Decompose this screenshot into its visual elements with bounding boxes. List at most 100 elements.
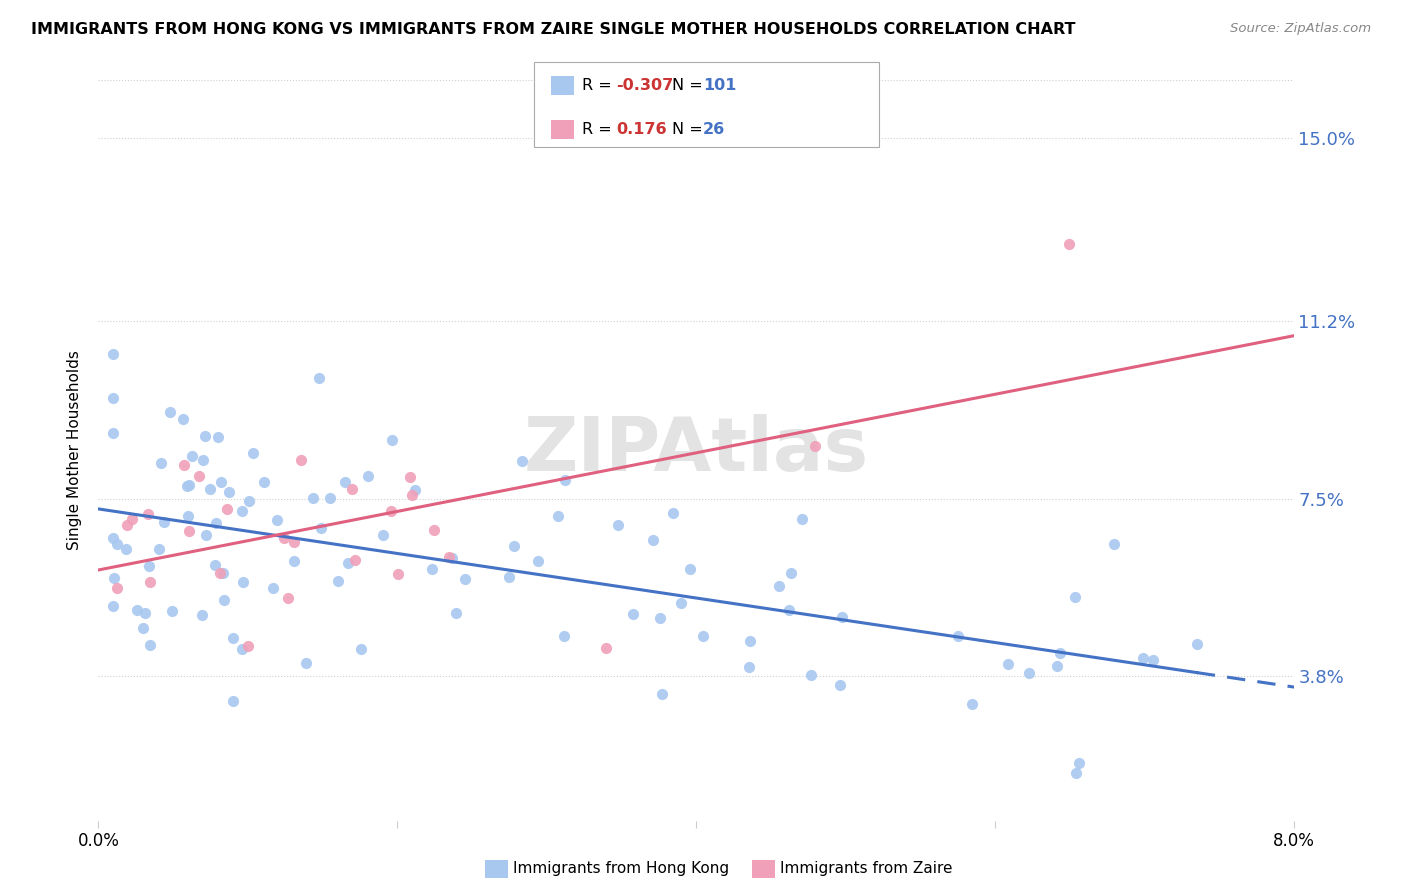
Point <box>692 629 714 643</box>
Point <box>512 454 534 468</box>
Point <box>333 475 356 489</box>
Point <box>160 604 183 618</box>
Point <box>527 554 550 568</box>
Point <box>176 478 198 492</box>
Point <box>669 596 692 610</box>
Point <box>398 470 420 484</box>
Point <box>437 550 460 565</box>
Point <box>422 523 444 537</box>
Text: ZIPAtlas: ZIPAtlas <box>523 414 869 487</box>
Point <box>337 556 360 570</box>
Point <box>308 371 330 385</box>
Point <box>607 517 630 532</box>
Point <box>440 550 463 565</box>
Point <box>266 513 288 527</box>
Point <box>554 474 576 488</box>
Point <box>138 507 160 521</box>
Point <box>1142 652 1164 666</box>
Point <box>177 477 200 491</box>
Point <box>804 439 827 453</box>
Point <box>401 488 423 502</box>
Point <box>194 428 217 442</box>
Point <box>1185 637 1208 651</box>
Point <box>117 518 139 533</box>
Point <box>132 621 155 635</box>
Point <box>200 482 222 496</box>
Point <box>290 452 312 467</box>
Point <box>547 508 569 523</box>
Point <box>502 539 524 553</box>
Point <box>105 537 128 551</box>
Point <box>231 642 253 657</box>
Point <box>222 694 245 708</box>
Point <box>232 575 254 590</box>
Point <box>207 430 229 444</box>
Point <box>139 638 162 652</box>
Point <box>1102 536 1125 550</box>
Point <box>139 574 162 589</box>
Point <box>454 572 477 586</box>
Point <box>148 541 170 556</box>
Point <box>252 475 274 489</box>
Point <box>204 558 226 573</box>
Point <box>262 581 284 595</box>
Point <box>159 405 181 419</box>
Point <box>498 570 520 584</box>
Point <box>780 566 803 580</box>
Point <box>209 566 232 581</box>
Point <box>242 446 264 460</box>
Point <box>222 631 245 645</box>
Point <box>1132 650 1154 665</box>
Point <box>150 456 173 470</box>
Point <box>277 591 299 606</box>
Point <box>387 566 409 581</box>
Point <box>420 561 443 575</box>
Point <box>103 599 125 613</box>
Point <box>371 527 394 541</box>
Point <box>1064 765 1087 780</box>
Point <box>115 541 138 556</box>
Point <box>1046 658 1069 673</box>
Point <box>215 502 238 516</box>
Point <box>651 687 673 701</box>
Point <box>828 678 851 692</box>
Point <box>218 485 240 500</box>
Point <box>283 554 305 568</box>
Point <box>195 528 218 542</box>
Point <box>641 533 664 548</box>
Point <box>340 482 363 496</box>
Point <box>173 458 195 472</box>
Text: Source: ZipAtlas.com: Source: ZipAtlas.com <box>1230 22 1371 36</box>
Point <box>553 629 575 643</box>
Point <box>295 657 318 671</box>
Text: Immigrants from Zaire: Immigrants from Zaire <box>780 862 953 876</box>
Point <box>778 603 800 617</box>
Point <box>125 602 148 616</box>
Point <box>302 491 325 505</box>
Point <box>153 515 176 529</box>
Point <box>381 433 404 447</box>
Point <box>1067 756 1090 770</box>
Point <box>679 561 702 575</box>
Point <box>191 607 214 622</box>
Point <box>621 607 644 621</box>
Point <box>1064 590 1087 604</box>
Point <box>238 494 260 508</box>
Point <box>121 511 143 525</box>
Point <box>648 611 671 625</box>
Point <box>179 524 201 538</box>
Point <box>187 469 209 483</box>
Point <box>1049 646 1071 660</box>
Point <box>231 504 253 518</box>
Y-axis label: Single Mother Households: Single Mother Households <box>67 351 83 550</box>
Text: N =: N = <box>672 122 709 136</box>
Point <box>380 504 402 518</box>
Text: R =: R = <box>582 78 617 93</box>
Point <box>344 553 367 567</box>
Point <box>357 469 380 483</box>
Text: -0.307: -0.307 <box>616 78 673 93</box>
Point <box>1059 236 1081 251</box>
Point <box>792 512 814 526</box>
Point <box>273 531 295 545</box>
Point <box>214 592 236 607</box>
